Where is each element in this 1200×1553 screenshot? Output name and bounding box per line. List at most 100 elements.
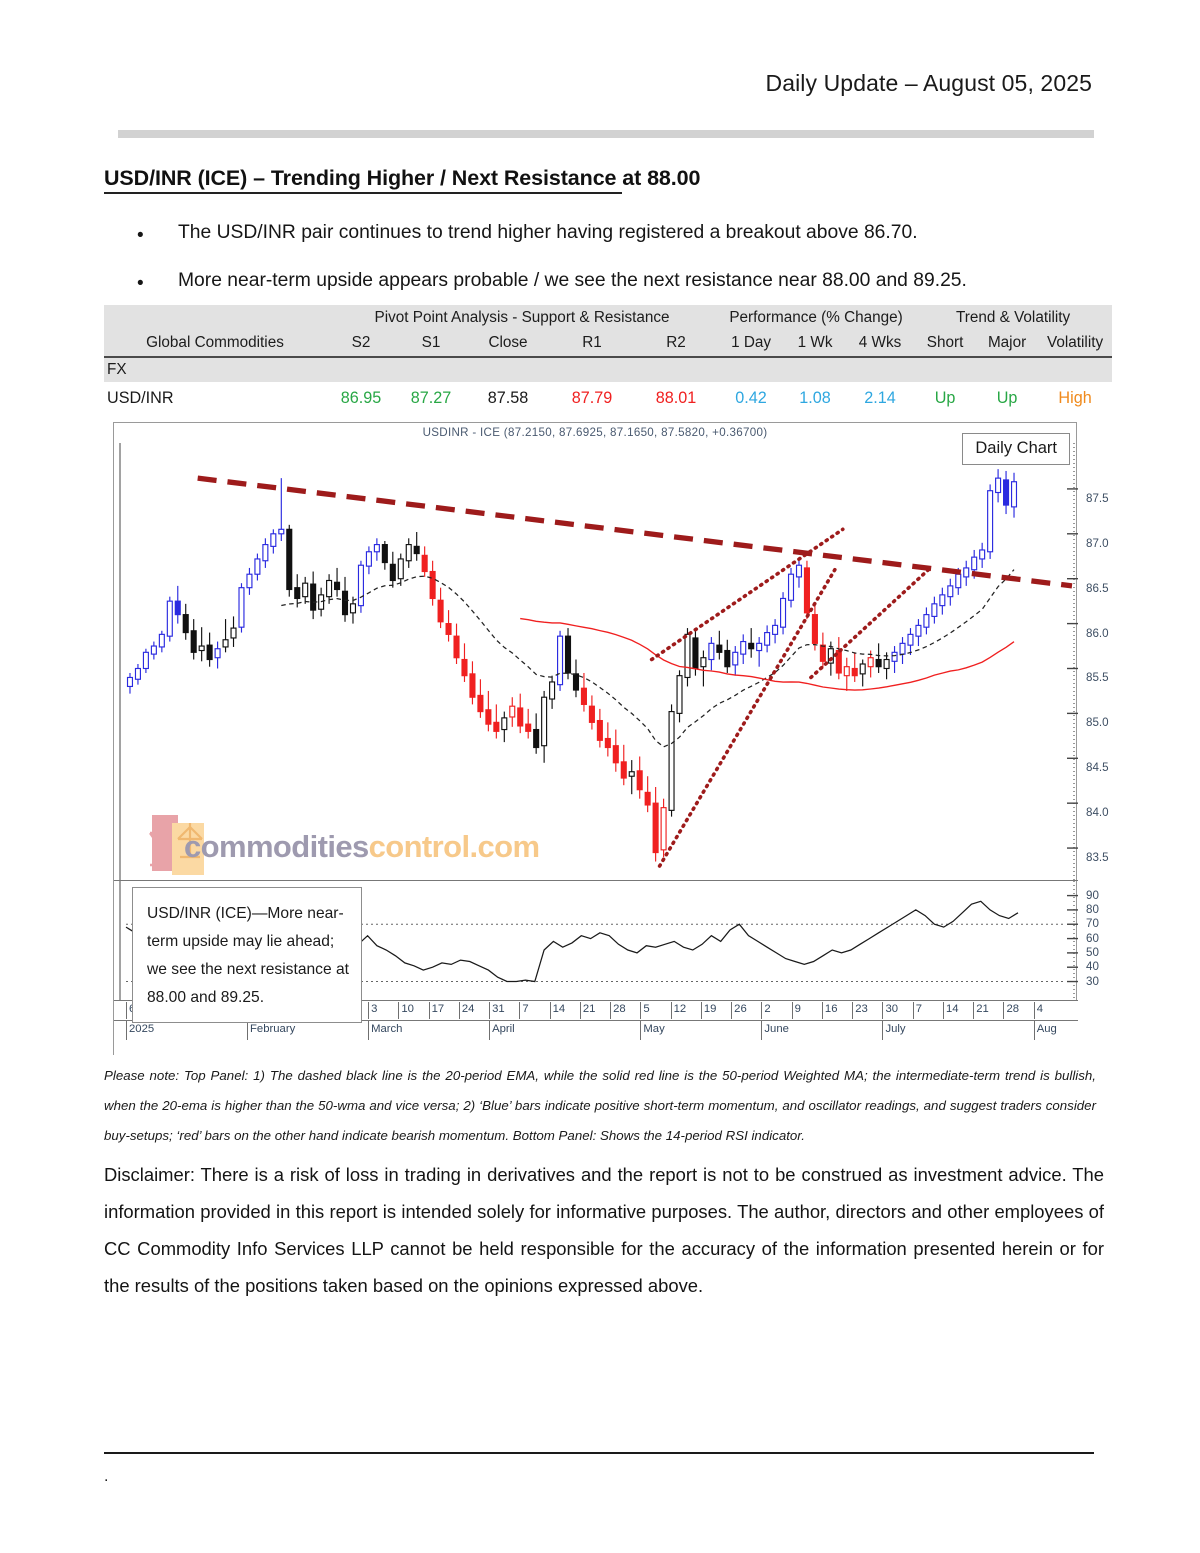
header-divider bbox=[118, 130, 1094, 138]
pivot-point-table: Pivot Point Analysis - Support & Resista… bbox=[104, 305, 1113, 415]
document-header: Daily Update – August 05, 2025 bbox=[104, 70, 1092, 97]
bullet-dot-icon: • bbox=[137, 273, 144, 294]
xaxis-day-tick: 7 bbox=[519, 1002, 549, 1019]
cell-major-trend: Up bbox=[996, 389, 1018, 407]
table-category-row: FX bbox=[104, 357, 1113, 382]
chart-footnote: Please note: Top Panel: 1) The dashed bl… bbox=[104, 1068, 1096, 1143]
xaxis-day-tick: 9 bbox=[791, 1002, 822, 1019]
summary-bullets: • The USD/INR pair continues to trend hi… bbox=[104, 222, 1094, 318]
cat-spacer bbox=[326, 357, 396, 382]
xaxis-month-label: June bbox=[761, 1021, 789, 1040]
xaxis-month-label: April bbox=[489, 1021, 515, 1040]
column-header-1wk: 1 Wk bbox=[797, 334, 833, 351]
xaxis-day-tick: 10 bbox=[398, 1002, 428, 1019]
cat-spacer bbox=[914, 357, 976, 382]
xaxis-day-tick: 12 bbox=[670, 1002, 701, 1019]
xaxis-day-tick: 23 bbox=[852, 1002, 882, 1019]
table-group-header-row: Pivot Point Analysis - Support & Resista… bbox=[104, 305, 1113, 330]
xaxis-day-tick: 14 bbox=[549, 1002, 580, 1019]
cat-spacer bbox=[396, 357, 466, 382]
xaxis-day-tick: 17 bbox=[428, 1002, 459, 1019]
xaxis-month-label: March bbox=[368, 1021, 402, 1040]
column-header-4wks: 4 Wks bbox=[858, 334, 902, 351]
xaxis-day-tick: 14 bbox=[942, 1002, 973, 1019]
xaxis-month-label: July bbox=[882, 1021, 906, 1040]
price-tick-label: 86.5 bbox=[1086, 581, 1109, 595]
price-tick-label: 87.5 bbox=[1086, 491, 1109, 505]
rsi-tick-label: 50 bbox=[1086, 945, 1099, 959]
xaxis-day-tick: 21 bbox=[973, 1002, 1003, 1019]
bullet-text: More near-term upside appears probable /… bbox=[178, 270, 967, 291]
xaxis-day-tick: 19 bbox=[700, 1002, 731, 1019]
cell-r1: 87.79 bbox=[571, 389, 613, 407]
daily-update-label: Daily Update – August 05, 2025 bbox=[765, 70, 1092, 96]
group-header-performance: Performance (% Change) bbox=[729, 308, 903, 326]
page-title: USD/INR (ICE) – Trending Higher / Next R… bbox=[104, 166, 701, 190]
xaxis-month-labels: 2025 February March April May June July Aug bbox=[114, 1020, 1078, 1041]
cat-spacer bbox=[1038, 357, 1112, 382]
candlestick-plot bbox=[119, 443, 1078, 880]
column-header-short: Short bbox=[926, 334, 964, 351]
group-header-trend: Trend & Volatility bbox=[955, 308, 1071, 326]
column-header-s2: S2 bbox=[351, 334, 371, 351]
xaxis-month-label: February bbox=[247, 1021, 295, 1040]
xaxis-day-tick: 16 bbox=[821, 1002, 852, 1019]
xaxis-day-tick: 28 bbox=[1003, 1002, 1033, 1019]
column-header-r2: R2 bbox=[666, 334, 686, 351]
footer-divider bbox=[104, 1452, 1094, 1455]
disclaimer-text: Disclaimer: There is a risk of loss in t… bbox=[104, 1164, 1104, 1296]
cat-spacer bbox=[634, 357, 718, 382]
cat-spacer bbox=[976, 357, 1038, 382]
price-tick-label: 87.0 bbox=[1086, 536, 1109, 550]
xaxis-day-tick: 30 bbox=[882, 1002, 912, 1019]
cell-1day: 0.42 bbox=[735, 389, 767, 407]
status-badge: High bbox=[1058, 389, 1092, 407]
table-row: USD/INR 86.95 87.27 87.58 87.79 88.01 0.… bbox=[104, 382, 1113, 415]
group-header-pivot: Pivot Point Analysis - Support & Resista… bbox=[374, 308, 670, 326]
chart-callout-box: USD/INR (ICE)—More near-term upside may … bbox=[132, 887, 362, 1023]
price-tick-label: 84.0 bbox=[1086, 806, 1109, 820]
column-header-close: Close bbox=[488, 334, 528, 351]
list-item: • The USD/INR pair continues to trend hi… bbox=[104, 222, 1094, 246]
xaxis-day-tick: 5 bbox=[640, 1002, 670, 1019]
daily-chart-badge: Daily Chart bbox=[962, 433, 1070, 465]
xaxis-day-tick: 31 bbox=[489, 1002, 519, 1019]
xaxis-month-label: 2025 bbox=[126, 1021, 154, 1040]
price-chart[interactable]: USDINR - ICE (87.2150, 87.6925, 87.1650,… bbox=[113, 422, 1109, 1055]
cat-spacer bbox=[718, 357, 784, 382]
column-header-s1: S1 bbox=[421, 334, 441, 351]
xaxis-day-tick: 26 bbox=[731, 1002, 761, 1019]
column-header-major: Major bbox=[987, 334, 1027, 351]
bullet-dot-icon: • bbox=[137, 225, 144, 246]
cell-1wk: 1.08 bbox=[799, 389, 831, 407]
price-tick-label: 84.5 bbox=[1086, 761, 1109, 775]
xaxis-day-tick: 24 bbox=[458, 1002, 489, 1019]
cell-s2: 86.95 bbox=[340, 389, 382, 407]
rsi-tick-label: 40 bbox=[1086, 960, 1099, 974]
price-tick-label: 86.0 bbox=[1086, 626, 1109, 640]
xaxis-day-tick: 3 bbox=[368, 1002, 398, 1019]
rsi-tick-label: 60 bbox=[1086, 931, 1099, 945]
price-tick-label: 85.0 bbox=[1086, 716, 1109, 730]
column-header-r1: R1 bbox=[582, 334, 602, 351]
price-tick-label: 85.5 bbox=[1086, 671, 1109, 685]
list-item: • More near-term upside appears probable… bbox=[104, 270, 1094, 294]
cat-spacer bbox=[466, 357, 550, 382]
category-label: FX bbox=[107, 361, 127, 378]
chart-title: USDINR - ICE (87.2150, 87.6925, 87.1650,… bbox=[422, 426, 768, 439]
cell-short-trend: Up bbox=[934, 389, 956, 407]
cat-spacer bbox=[784, 357, 846, 382]
chart-price-panel: commoditiescontrol.com 83.5 84.0 84.5 85.0 8… bbox=[114, 443, 1109, 880]
xaxis-day-tick: 21 bbox=[579, 1002, 610, 1019]
cell-r2: 88.01 bbox=[655, 389, 697, 407]
column-header-volatility: Volatility bbox=[1047, 334, 1104, 351]
rsi-tick-label: 30 bbox=[1086, 974, 1099, 988]
xaxis-day-tick: 7 bbox=[912, 1002, 943, 1019]
xaxis-day-tick: 2 bbox=[761, 1002, 791, 1019]
column-header-1day: 1 Day bbox=[731, 334, 772, 351]
cat-spacer bbox=[846, 357, 914, 382]
footer-mark: . bbox=[104, 1468, 109, 1485]
xaxis-day-tick: 28 bbox=[610, 1002, 640, 1019]
xaxis-month-label: Aug bbox=[1033, 1021, 1057, 1040]
title-underline bbox=[104, 192, 622, 194]
